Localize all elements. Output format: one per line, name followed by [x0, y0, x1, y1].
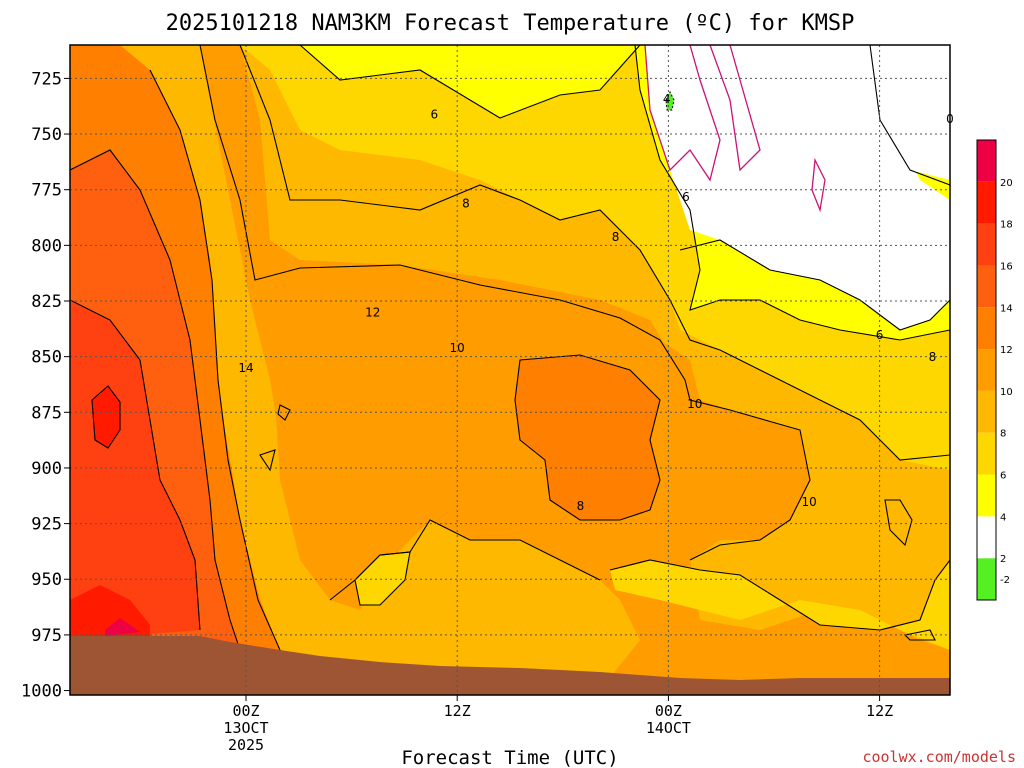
temperature-field	[70, 45, 950, 695]
contour-label: 6	[682, 190, 690, 204]
y-axis: 725 750 775 800 825 850 875 900 925 950 975 1000	[21, 69, 70, 702]
contour-label: 10	[450, 341, 465, 355]
colorbar-swatch	[977, 390, 996, 433]
contour-line	[354, 551, 411, 606]
colorbar-tick-label: 14	[1000, 303, 1013, 314]
gridlines	[70, 45, 950, 695]
contour-label: 8	[612, 230, 620, 244]
x-tick-label: 00Z	[232, 702, 259, 720]
y-tick-label: 1000	[21, 682, 62, 702]
colorbar-tick-label: 10	[1000, 387, 1013, 398]
y-tick-label: 775	[31, 181, 62, 201]
y-tick-label: 950	[31, 570, 62, 590]
colorbar-swatch	[977, 349, 996, 391]
colorbar-swatch	[977, 516, 996, 559]
contour-label: 12	[365, 306, 380, 320]
zero-contour	[811, 157, 826, 213]
colorbar-tick-label: 16	[1000, 261, 1013, 272]
credit-text: coolwx.com/models	[862, 748, 1016, 766]
colorbar-swatch	[977, 558, 996, 600]
x-axis-label: Forecast Time (UTC)	[401, 747, 618, 768]
y-tick-label: 900	[31, 459, 62, 479]
contour-line	[903, 629, 936, 641]
x-tick-label: 12Z	[866, 702, 893, 720]
colorbar-swatch	[977, 181, 996, 224]
x-tick-label: 14OCT	[646, 719, 691, 737]
contour-line	[149, 69, 301, 691]
x-tick-label: 00Z	[655, 702, 682, 720]
colorbar-tick-label: 6	[1000, 471, 1006, 482]
colorbar-swatch	[977, 140, 996, 182]
band-18-20	[105, 618, 140, 636]
colorbar: -2 2 4 6 8 10 12 14 16 18 20	[976, 139, 1013, 601]
y-tick-label: 850	[31, 348, 62, 368]
colorbar-tick-label: -2	[1000, 575, 1010, 586]
band-4-6-lower-right	[610, 560, 950, 650]
contour-line	[239, 45, 950, 461]
x-tick-label: 13OCT	[223, 719, 268, 737]
contour-line	[679, 239, 950, 331]
band-4-6-pocket	[355, 552, 410, 605]
contour-line	[70, 299, 201, 631]
colorbar-tick-label: 4	[1000, 512, 1006, 523]
contour-line	[609, 559, 950, 631]
band-2-4-upper	[300, 45, 640, 118]
contour-labels: 4 6 6 6 8 8 8 8 10 10 10 12 14 0	[238, 92, 953, 513]
colorbar-swatch	[977, 432, 996, 475]
contour-lines	[70, 45, 950, 691]
zero-contour	[644, 45, 721, 182]
contour-line	[259, 449, 276, 472]
contour-line	[91, 385, 121, 449]
colorbar-swatch	[977, 265, 996, 308]
y-tick-label: 825	[31, 292, 62, 312]
colorbar-tick-label: 2	[1000, 554, 1006, 565]
band-10-12-center	[515, 355, 660, 520]
contour-label: 14	[238, 361, 253, 375]
colorbar-tick-label: 8	[1000, 429, 1006, 440]
colorbar-tick-label: 20	[1000, 178, 1013, 189]
band-16-18	[92, 386, 120, 448]
contour-line	[514, 354, 661, 521]
x-tick-label: 12Z	[444, 702, 471, 720]
contour-label: 8	[577, 499, 585, 513]
contour-label: 10	[802, 495, 817, 509]
band-14-16	[70, 300, 200, 640]
colorbar-frame	[976, 139, 997, 601]
contour-line	[299, 45, 641, 119]
colorbar-tick-label: 12	[1000, 345, 1013, 356]
zero-contour	[709, 45, 761, 172]
contour-line	[277, 404, 291, 421]
terrain-ground	[70, 636, 950, 695]
colorbar-tick-label: 18	[1000, 220, 1013, 231]
y-tick-label: 875	[31, 403, 62, 423]
plot-frame	[69, 44, 951, 696]
contour-label: 4	[663, 92, 671, 106]
contour-label: 8	[929, 350, 937, 364]
y-tick-label: 725	[31, 69, 62, 89]
chart-title: 2025101218 NAM3KM Forecast Temperature (…	[166, 11, 855, 36]
y-tick-label: 975	[31, 626, 62, 646]
x-tick-label: 2025	[228, 736, 264, 754]
y-tick-label: 750	[31, 125, 62, 145]
band-0-2-right	[645, 45, 950, 330]
contour-line	[869, 45, 950, 186]
contour-label: 10	[687, 397, 702, 411]
contour-label: 0	[946, 112, 954, 126]
colorbar-swatch	[977, 307, 996, 350]
contour-label: 6	[430, 107, 438, 121]
contour-line	[884, 499, 913, 547]
contour-line	[199, 45, 811, 561]
contour-label: 6	[876, 328, 884, 342]
colorbar-swatch	[977, 474, 996, 517]
contour-line	[70, 149, 251, 681]
contour-line	[634, 45, 950, 341]
contour-label: 8	[462, 197, 470, 211]
y-tick-label: 800	[31, 236, 62, 256]
y-tick-label: 925	[31, 515, 62, 535]
colorbar-swatch	[977, 223, 996, 266]
